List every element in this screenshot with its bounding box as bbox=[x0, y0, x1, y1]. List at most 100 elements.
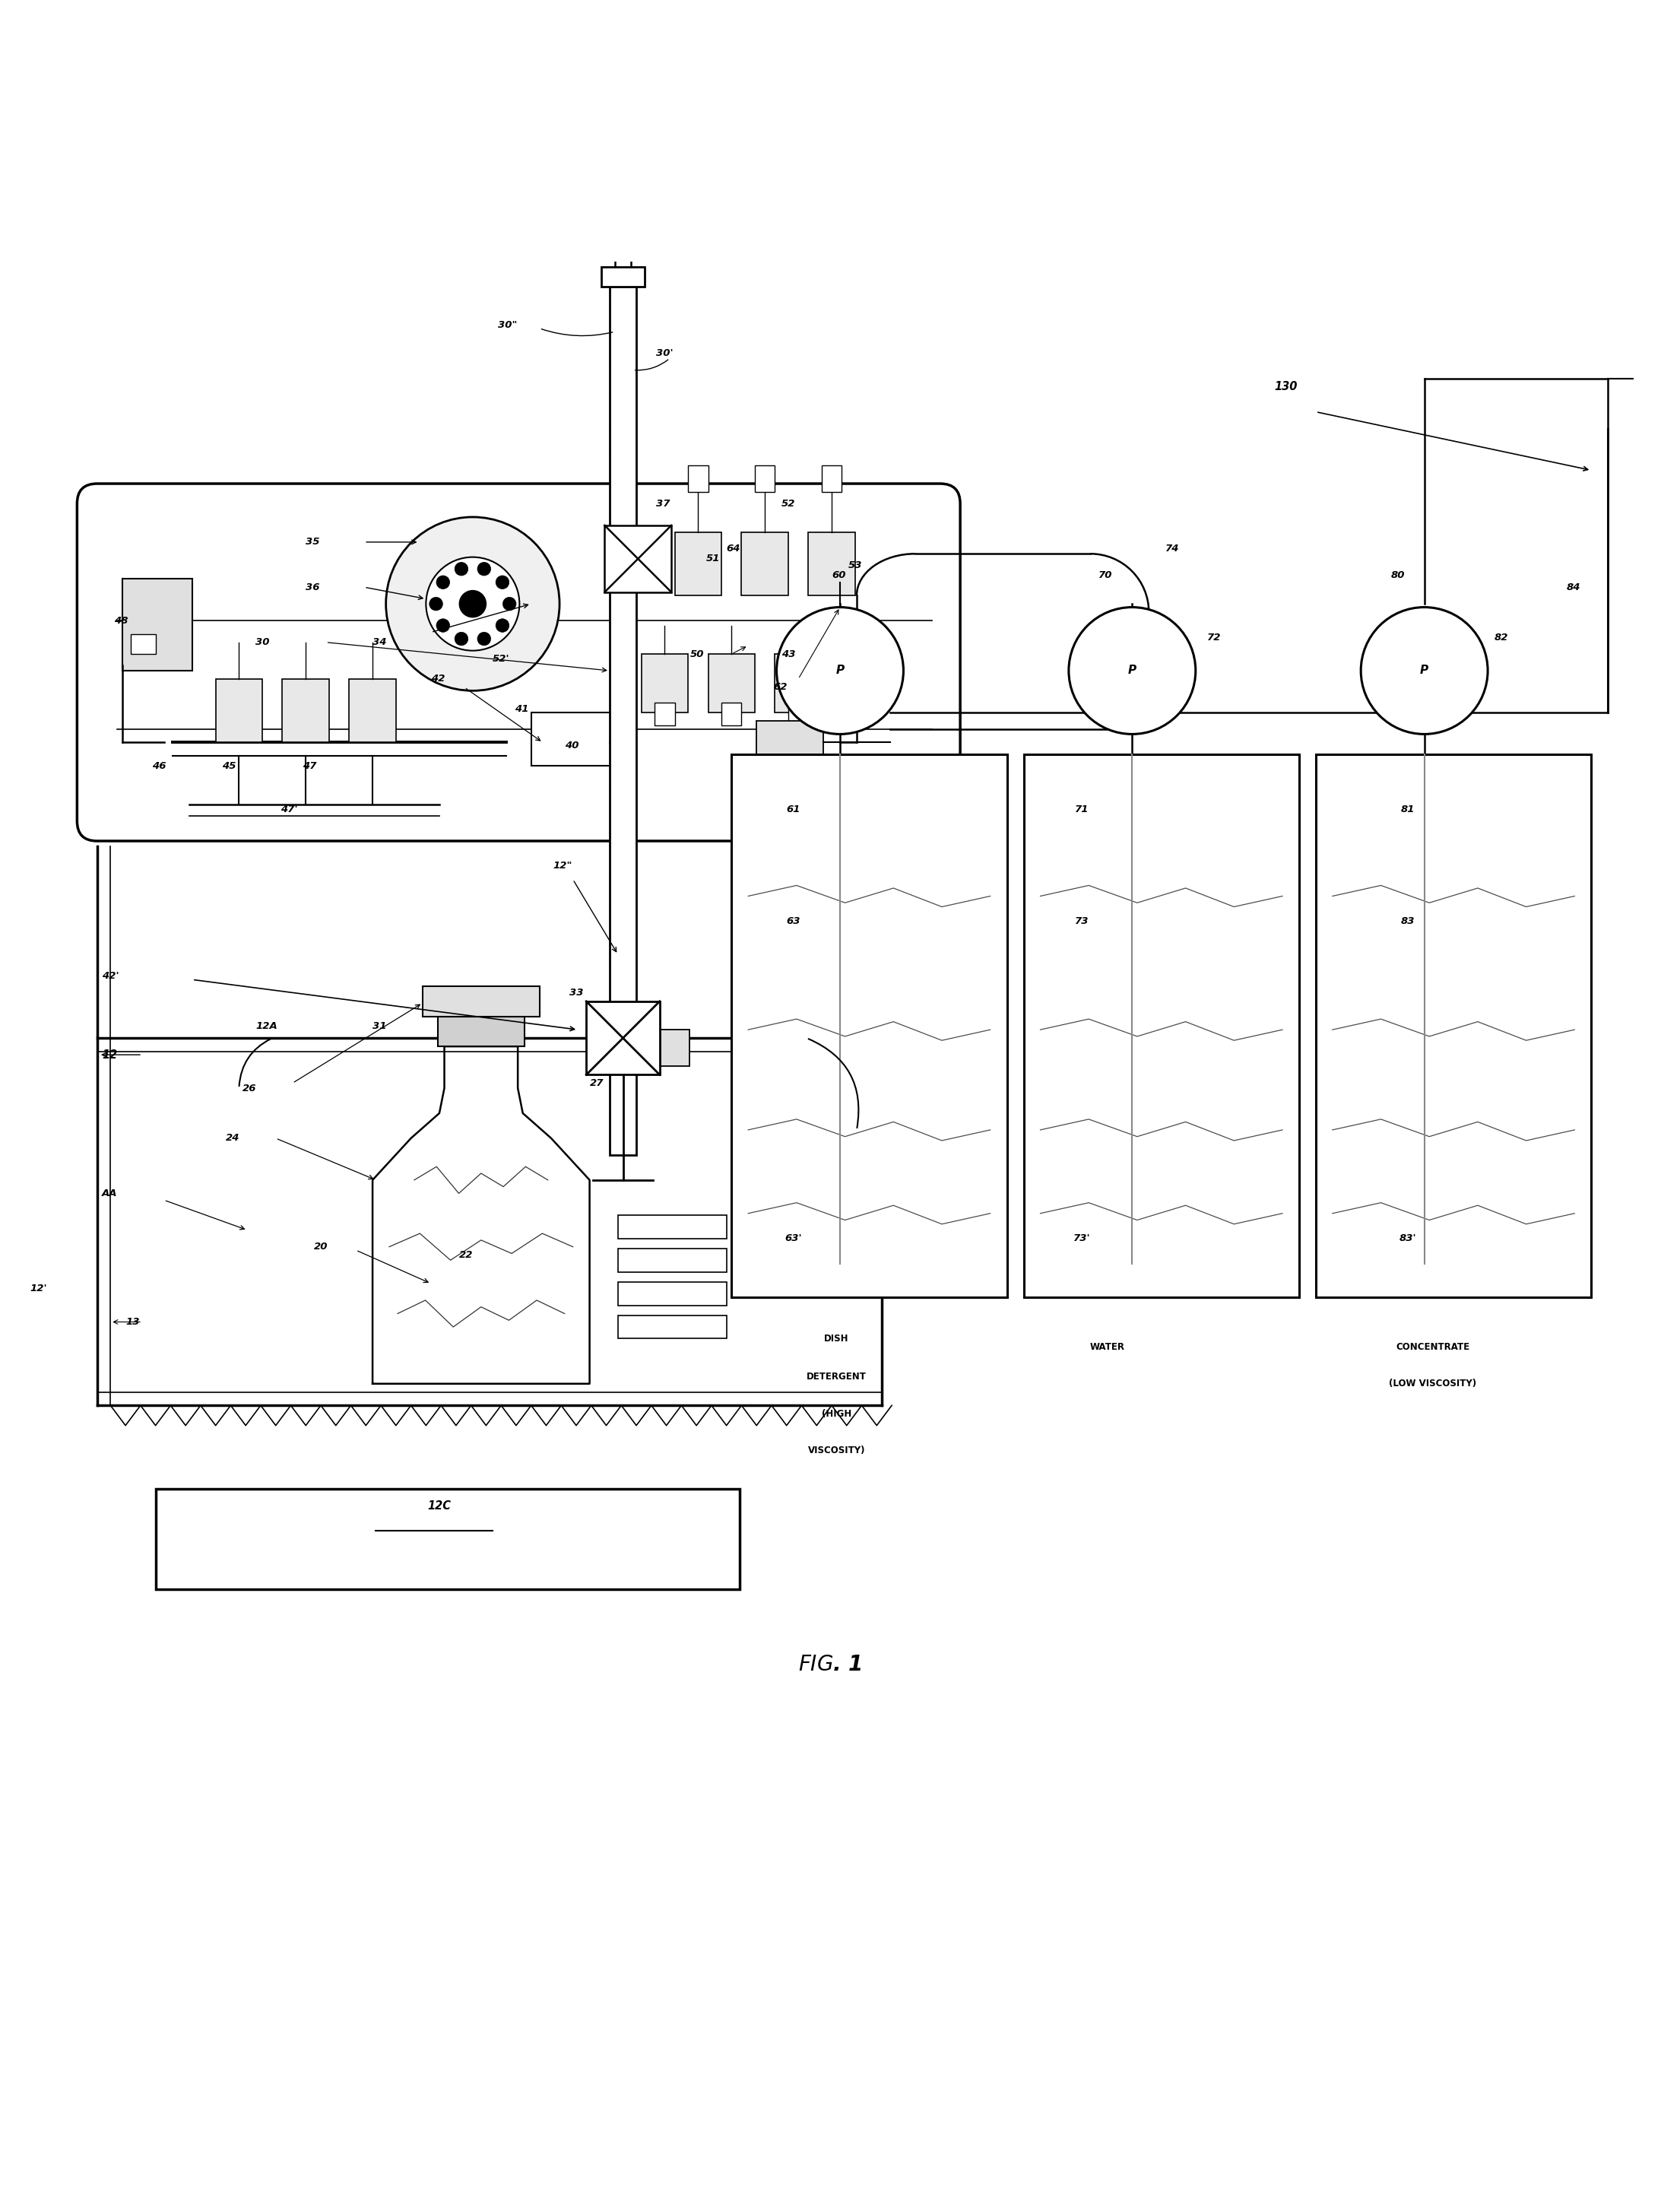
Text: WATER: WATER bbox=[1090, 1342, 1124, 1351]
Text: 63: 63 bbox=[786, 917, 800, 925]
Bar bbox=[731, 754, 1006, 1296]
Bar bbox=[156, 1489, 739, 1590]
Bar bbox=[774, 654, 822, 713]
Bar bbox=[610, 287, 637, 1156]
Bar bbox=[605, 526, 672, 592]
Bar bbox=[721, 702, 741, 726]
Text: 70: 70 bbox=[1099, 570, 1112, 581]
Text: 82: 82 bbox=[1495, 632, 1509, 643]
Circle shape bbox=[776, 607, 904, 735]
Bar bbox=[618, 1248, 726, 1272]
Text: 48: 48 bbox=[114, 616, 128, 625]
Text: 130: 130 bbox=[1273, 382, 1297, 393]
Bar bbox=[123, 579, 192, 671]
Circle shape bbox=[455, 632, 469, 645]
Text: VISCOSITY): VISCOSITY) bbox=[808, 1445, 865, 1456]
Text: 84: 84 bbox=[1566, 581, 1581, 592]
Bar bbox=[808, 533, 855, 596]
Text: 53: 53 bbox=[848, 561, 862, 570]
Text: 47': 47' bbox=[281, 805, 297, 814]
Bar bbox=[606, 164, 640, 178]
Text: 12': 12' bbox=[30, 1283, 47, 1294]
Text: 61: 61 bbox=[786, 805, 800, 814]
Text: 46: 46 bbox=[153, 761, 166, 770]
Circle shape bbox=[1361, 607, 1488, 735]
Circle shape bbox=[459, 590, 486, 616]
Text: 73': 73' bbox=[1074, 1232, 1090, 1243]
Bar bbox=[741, 533, 788, 596]
Text: 27: 27 bbox=[590, 1079, 603, 1088]
Text: 41: 41 bbox=[514, 704, 529, 715]
Text: 52: 52 bbox=[781, 498, 796, 509]
Text: 36: 36 bbox=[306, 581, 319, 592]
Text: 50: 50 bbox=[690, 649, 704, 658]
Bar bbox=[689, 465, 707, 491]
Bar bbox=[131, 634, 156, 654]
Text: 30": 30" bbox=[497, 320, 517, 329]
Bar bbox=[822, 465, 842, 491]
Circle shape bbox=[496, 618, 509, 632]
Circle shape bbox=[477, 561, 491, 575]
Text: 12A: 12A bbox=[255, 1022, 277, 1031]
Text: 63': 63' bbox=[785, 1232, 801, 1243]
Text: 35: 35 bbox=[306, 537, 319, 546]
FancyBboxPatch shape bbox=[77, 485, 961, 840]
Circle shape bbox=[502, 596, 516, 610]
Text: 64: 64 bbox=[726, 544, 741, 553]
Bar bbox=[531, 713, 612, 765]
Text: 12B: 12B bbox=[590, 1029, 612, 1037]
Text: 52': 52' bbox=[492, 654, 509, 664]
Text: 31: 31 bbox=[373, 1022, 386, 1031]
Bar bbox=[586, 1002, 660, 1075]
Text: 24: 24 bbox=[225, 1134, 240, 1143]
Circle shape bbox=[477, 632, 491, 645]
Bar bbox=[601, 268, 645, 287]
Text: 22: 22 bbox=[459, 1250, 474, 1261]
Text: 20: 20 bbox=[314, 1241, 328, 1252]
Text: 12": 12" bbox=[553, 862, 573, 871]
Circle shape bbox=[1068, 607, 1196, 735]
Circle shape bbox=[386, 518, 559, 691]
Text: 62: 62 bbox=[773, 682, 788, 693]
Text: 80: 80 bbox=[1391, 570, 1404, 581]
Text: P: P bbox=[835, 664, 845, 675]
Bar bbox=[282, 680, 329, 743]
Text: 60: 60 bbox=[832, 570, 845, 581]
Text: 12C: 12C bbox=[427, 1500, 452, 1511]
Text: 47: 47 bbox=[302, 761, 316, 770]
Text: CONCENTRATE: CONCENTRATE bbox=[1396, 1342, 1470, 1351]
Text: 40: 40 bbox=[564, 741, 578, 750]
Circle shape bbox=[496, 575, 509, 590]
Bar bbox=[618, 1316, 726, 1338]
Bar bbox=[1023, 754, 1299, 1296]
Bar bbox=[756, 721, 823, 763]
Text: P: P bbox=[1127, 664, 1136, 675]
Bar bbox=[675, 533, 721, 596]
Circle shape bbox=[437, 575, 450, 590]
Text: 72: 72 bbox=[1208, 632, 1221, 643]
Text: 43: 43 bbox=[781, 649, 796, 658]
Bar bbox=[615, 1031, 690, 1066]
Text: 30': 30' bbox=[657, 349, 674, 357]
Text: $\mathit{FIG}$.: $\mathit{FIG}$. bbox=[798, 1654, 840, 1675]
Bar bbox=[438, 1015, 524, 1046]
Text: 73: 73 bbox=[1075, 917, 1089, 925]
Text: 34: 34 bbox=[373, 638, 386, 647]
Text: 83: 83 bbox=[1401, 917, 1415, 925]
Text: (HIGH: (HIGH bbox=[822, 1408, 852, 1419]
Text: (LOW VISCOSITY): (LOW VISCOSITY) bbox=[1389, 1379, 1477, 1388]
Bar bbox=[618, 1283, 726, 1305]
Text: 12: 12 bbox=[102, 1048, 118, 1061]
Text: DISH: DISH bbox=[825, 1333, 848, 1344]
Bar bbox=[1315, 754, 1591, 1296]
Circle shape bbox=[430, 596, 442, 610]
Bar bbox=[707, 654, 754, 713]
Bar bbox=[655, 702, 675, 726]
Text: DETERGENT: DETERGENT bbox=[806, 1373, 867, 1382]
Text: 13: 13 bbox=[126, 1318, 139, 1327]
Text: 33: 33 bbox=[570, 989, 583, 998]
Text: 42': 42' bbox=[102, 971, 119, 980]
Bar bbox=[642, 654, 689, 713]
Circle shape bbox=[427, 557, 519, 651]
Text: 51: 51 bbox=[707, 555, 721, 564]
